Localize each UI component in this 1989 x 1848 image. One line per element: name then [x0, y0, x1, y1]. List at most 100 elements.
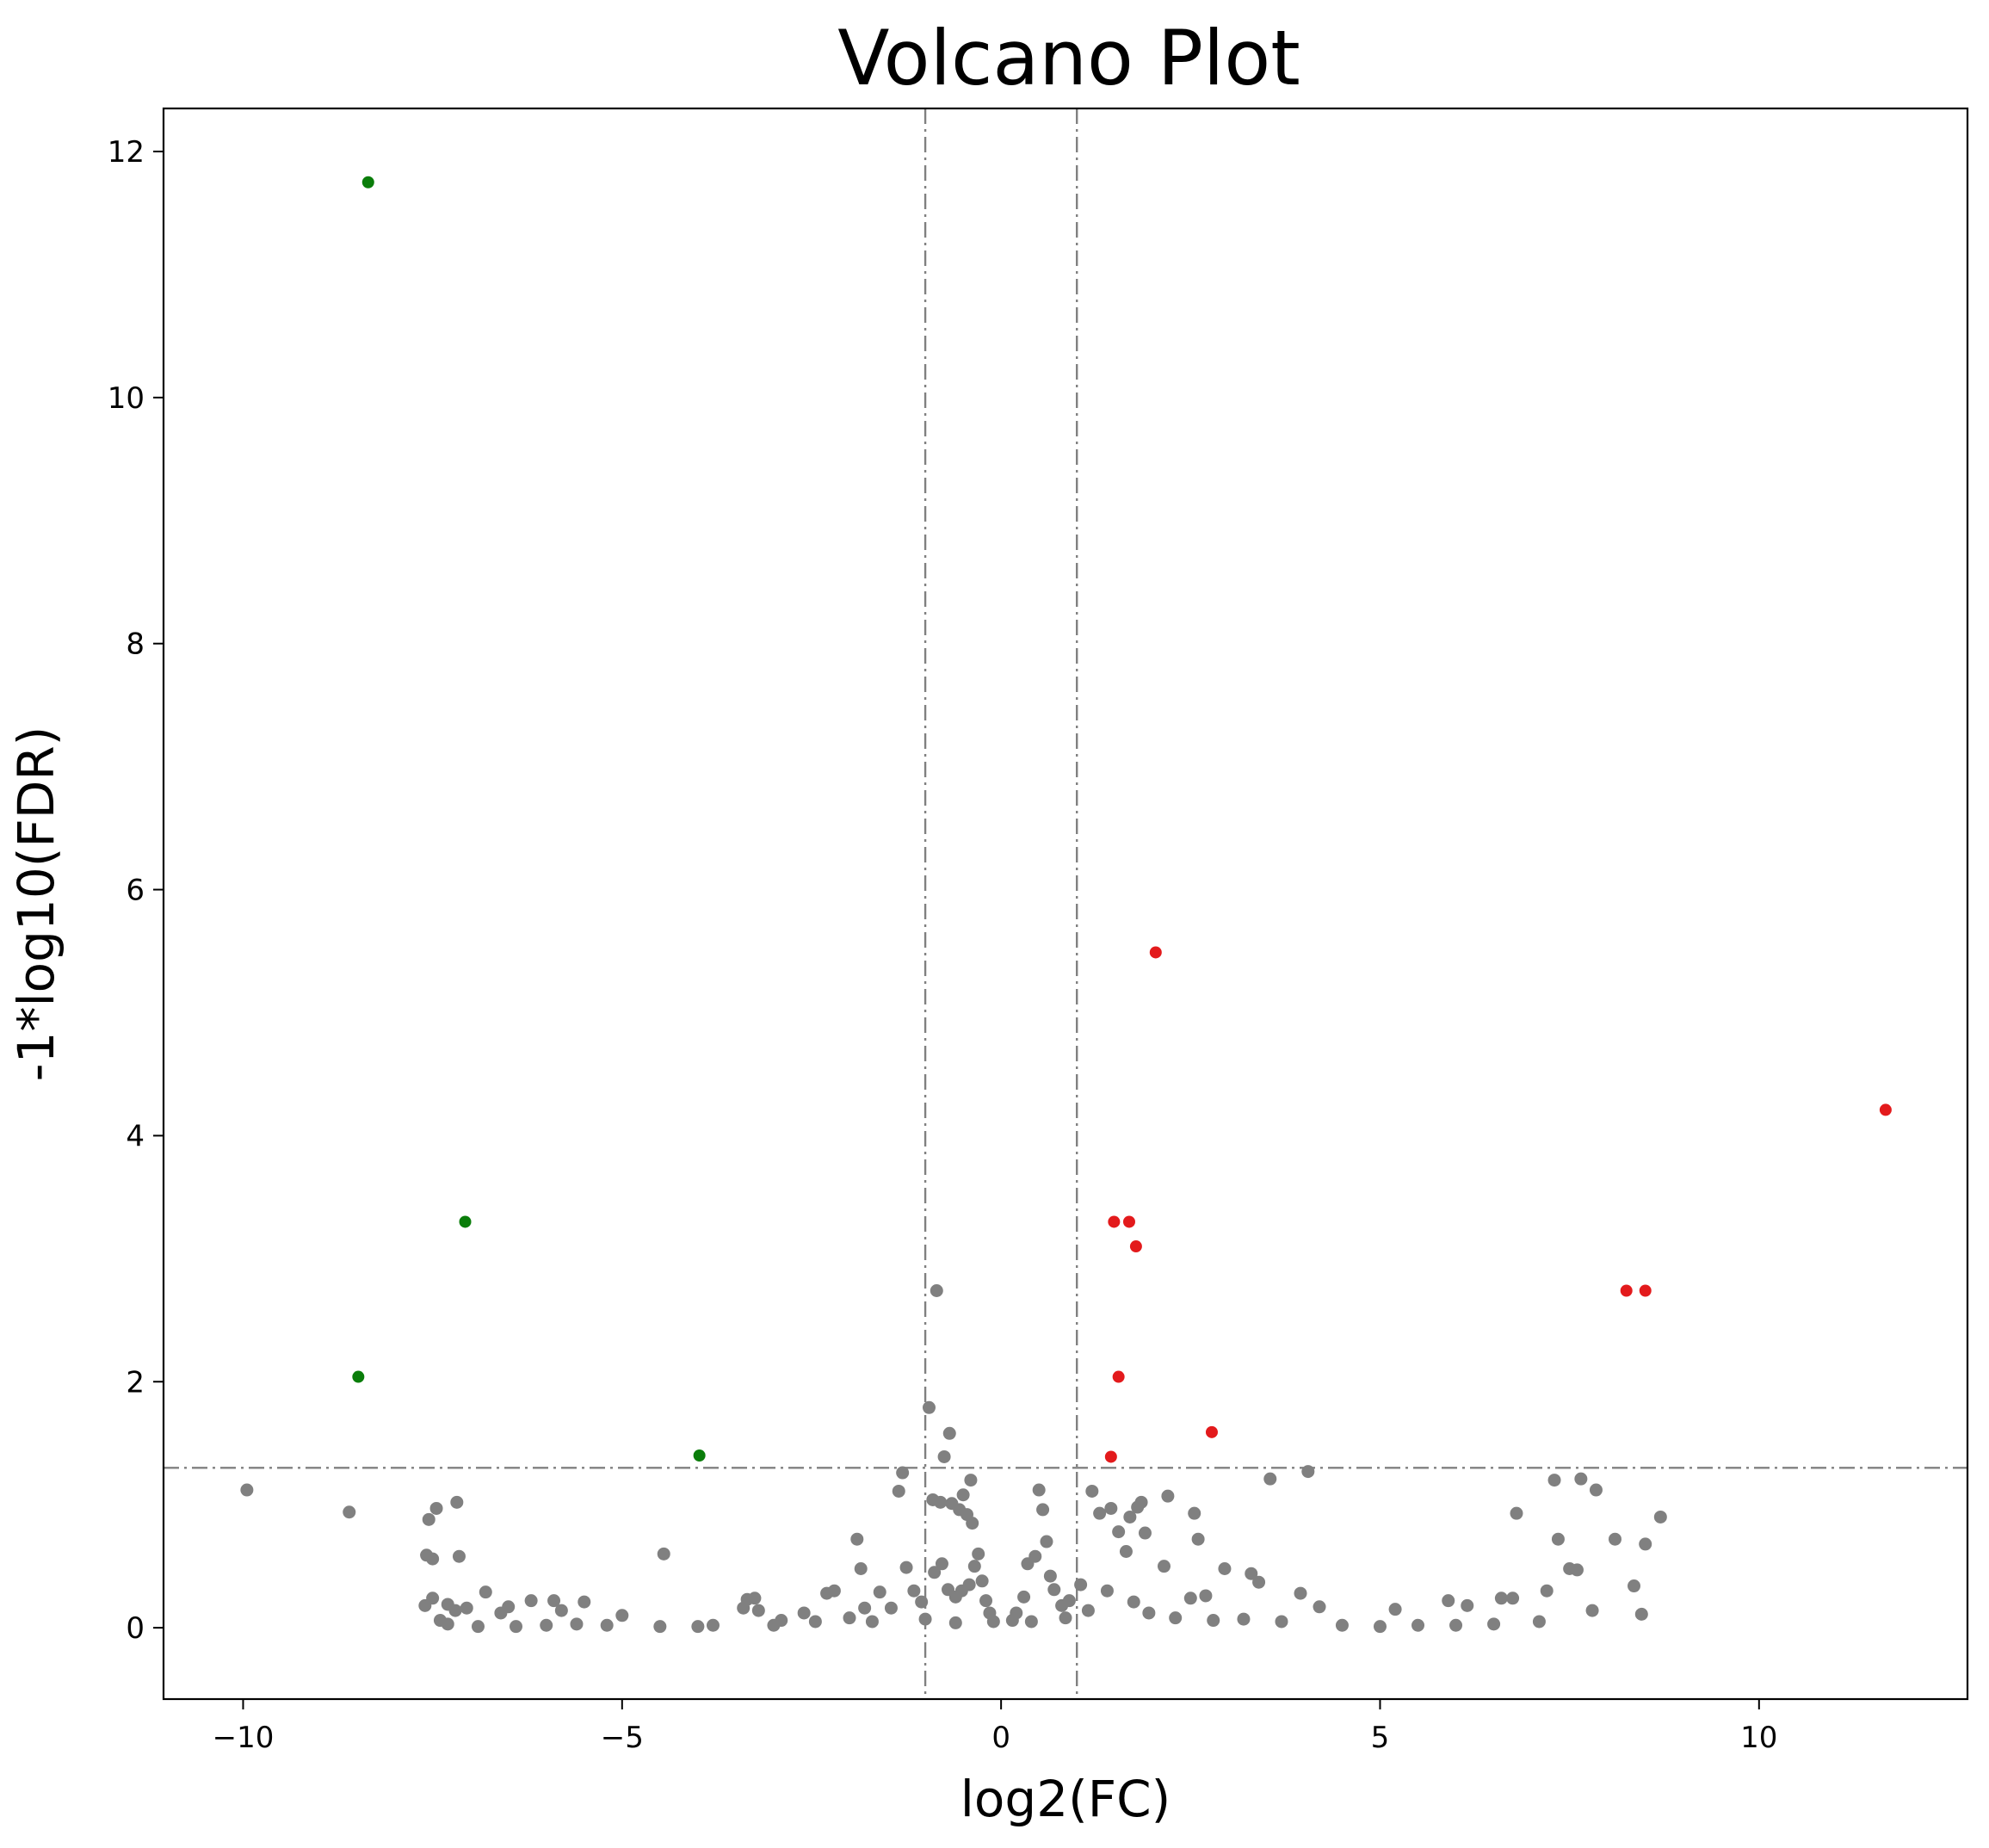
x-axis-label: log2(FC) — [961, 1770, 1171, 1828]
ns-point — [600, 1618, 614, 1632]
up-point — [1620, 1284, 1633, 1297]
ns-point — [1191, 1532, 1205, 1546]
down-point — [459, 1215, 472, 1228]
threshold-lines — [164, 108, 1967, 1699]
ns-point — [948, 1616, 962, 1629]
ns-point — [1127, 1595, 1140, 1609]
ns-point — [922, 1400, 936, 1414]
ns-point — [1032, 1483, 1046, 1497]
ns-point — [1653, 1510, 1667, 1524]
ns-point — [972, 1547, 985, 1561]
ns-point — [915, 1595, 929, 1609]
ns-point — [240, 1483, 254, 1497]
ns-point — [1112, 1525, 1126, 1539]
ns-point — [1218, 1562, 1232, 1576]
ns-point — [942, 1426, 956, 1440]
ns-point — [450, 1495, 464, 1509]
ns-point — [1047, 1583, 1061, 1597]
ns-point — [1010, 1606, 1023, 1620]
ns-point — [918, 1612, 932, 1626]
x-tick-label: 10 — [1740, 1721, 1777, 1755]
ns-point — [426, 1552, 440, 1566]
ns-point — [930, 1283, 943, 1297]
ns-point — [1294, 1586, 1307, 1600]
series-upregulated — [1104, 946, 1892, 1463]
up-point — [1112, 1370, 1125, 1383]
up-point — [1104, 1450, 1117, 1463]
ns-point — [1188, 1506, 1201, 1520]
ns-point — [691, 1620, 705, 1634]
ns-point — [1100, 1584, 1114, 1598]
ns-point — [884, 1601, 898, 1615]
ns-point — [460, 1601, 473, 1615]
ns-point — [827, 1584, 841, 1598]
ns-point — [570, 1617, 584, 1631]
ns-point — [1263, 1472, 1277, 1486]
ns-point — [843, 1611, 856, 1625]
ns-point — [1532, 1615, 1546, 1629]
ns-point — [1245, 1567, 1258, 1580]
ns-point — [1461, 1598, 1474, 1612]
ns-point — [422, 1512, 435, 1526]
ns-point — [1487, 1617, 1501, 1631]
ns-point — [1335, 1618, 1349, 1632]
ns-point — [1510, 1506, 1523, 1520]
ns-point — [1104, 1501, 1118, 1515]
plot-frame — [164, 108, 1967, 1699]
ns-point — [1373, 1620, 1387, 1634]
y-axis: 0 2 4 6 8 10 12 — [108, 135, 164, 1646]
ns-point — [934, 1495, 948, 1509]
ns-point — [524, 1594, 538, 1608]
ns-point — [1275, 1615, 1288, 1629]
ns-point — [986, 1615, 1000, 1629]
ns-point — [471, 1620, 485, 1634]
ns-point — [1062, 1594, 1076, 1608]
ns-point — [892, 1484, 905, 1498]
ns-point — [1093, 1506, 1107, 1520]
x-tick-label: 5 — [1371, 1721, 1390, 1755]
up-point — [1639, 1284, 1652, 1297]
ns-point — [907, 1584, 921, 1598]
ns-point — [653, 1620, 667, 1634]
ns-point — [615, 1609, 629, 1622]
y-tick-label: 8 — [126, 627, 145, 662]
ns-point — [540, 1618, 553, 1632]
plot-border — [162, 107, 1969, 1701]
ns-point — [1161, 1489, 1175, 1503]
ns-point — [1589, 1483, 1603, 1497]
ns-point — [935, 1557, 948, 1571]
ns-point — [494, 1606, 508, 1620]
up-point — [1129, 1240, 1142, 1253]
ns-point — [937, 1449, 951, 1463]
ns-point — [1411, 1618, 1425, 1632]
ns-point — [865, 1615, 879, 1629]
ns-point — [1551, 1532, 1565, 1546]
ns-point — [896, 1466, 910, 1480]
ns-point — [1059, 1611, 1072, 1625]
ns-point — [751, 1604, 765, 1617]
ns-point — [748, 1592, 762, 1605]
up-point — [1205, 1425, 1218, 1438]
ns-point — [578, 1595, 591, 1609]
ns-point — [1142, 1606, 1156, 1620]
x-axis: −10 −5 0 5 10 — [213, 1699, 1777, 1755]
ns-point — [1024, 1615, 1038, 1629]
ns-point — [767, 1618, 781, 1632]
ns-point — [1574, 1472, 1588, 1486]
ns-point — [479, 1585, 492, 1599]
chart-title: Volcano Plot — [837, 14, 1300, 102]
ns-point — [1040, 1535, 1053, 1548]
plot-area — [162, 107, 1969, 1701]
ns-point — [967, 1560, 981, 1573]
y-tick-label: 2 — [126, 1365, 145, 1400]
ns-point — [418, 1598, 432, 1612]
ns-point — [1017, 1590, 1031, 1604]
ns-point — [1252, 1575, 1266, 1589]
ns-point — [1585, 1604, 1599, 1617]
ns-point — [797, 1606, 811, 1620]
y-tick-label: 12 — [108, 135, 145, 170]
y-tick-label: 6 — [126, 874, 145, 908]
ns-point — [1449, 1618, 1463, 1632]
ns-point — [1207, 1614, 1220, 1628]
